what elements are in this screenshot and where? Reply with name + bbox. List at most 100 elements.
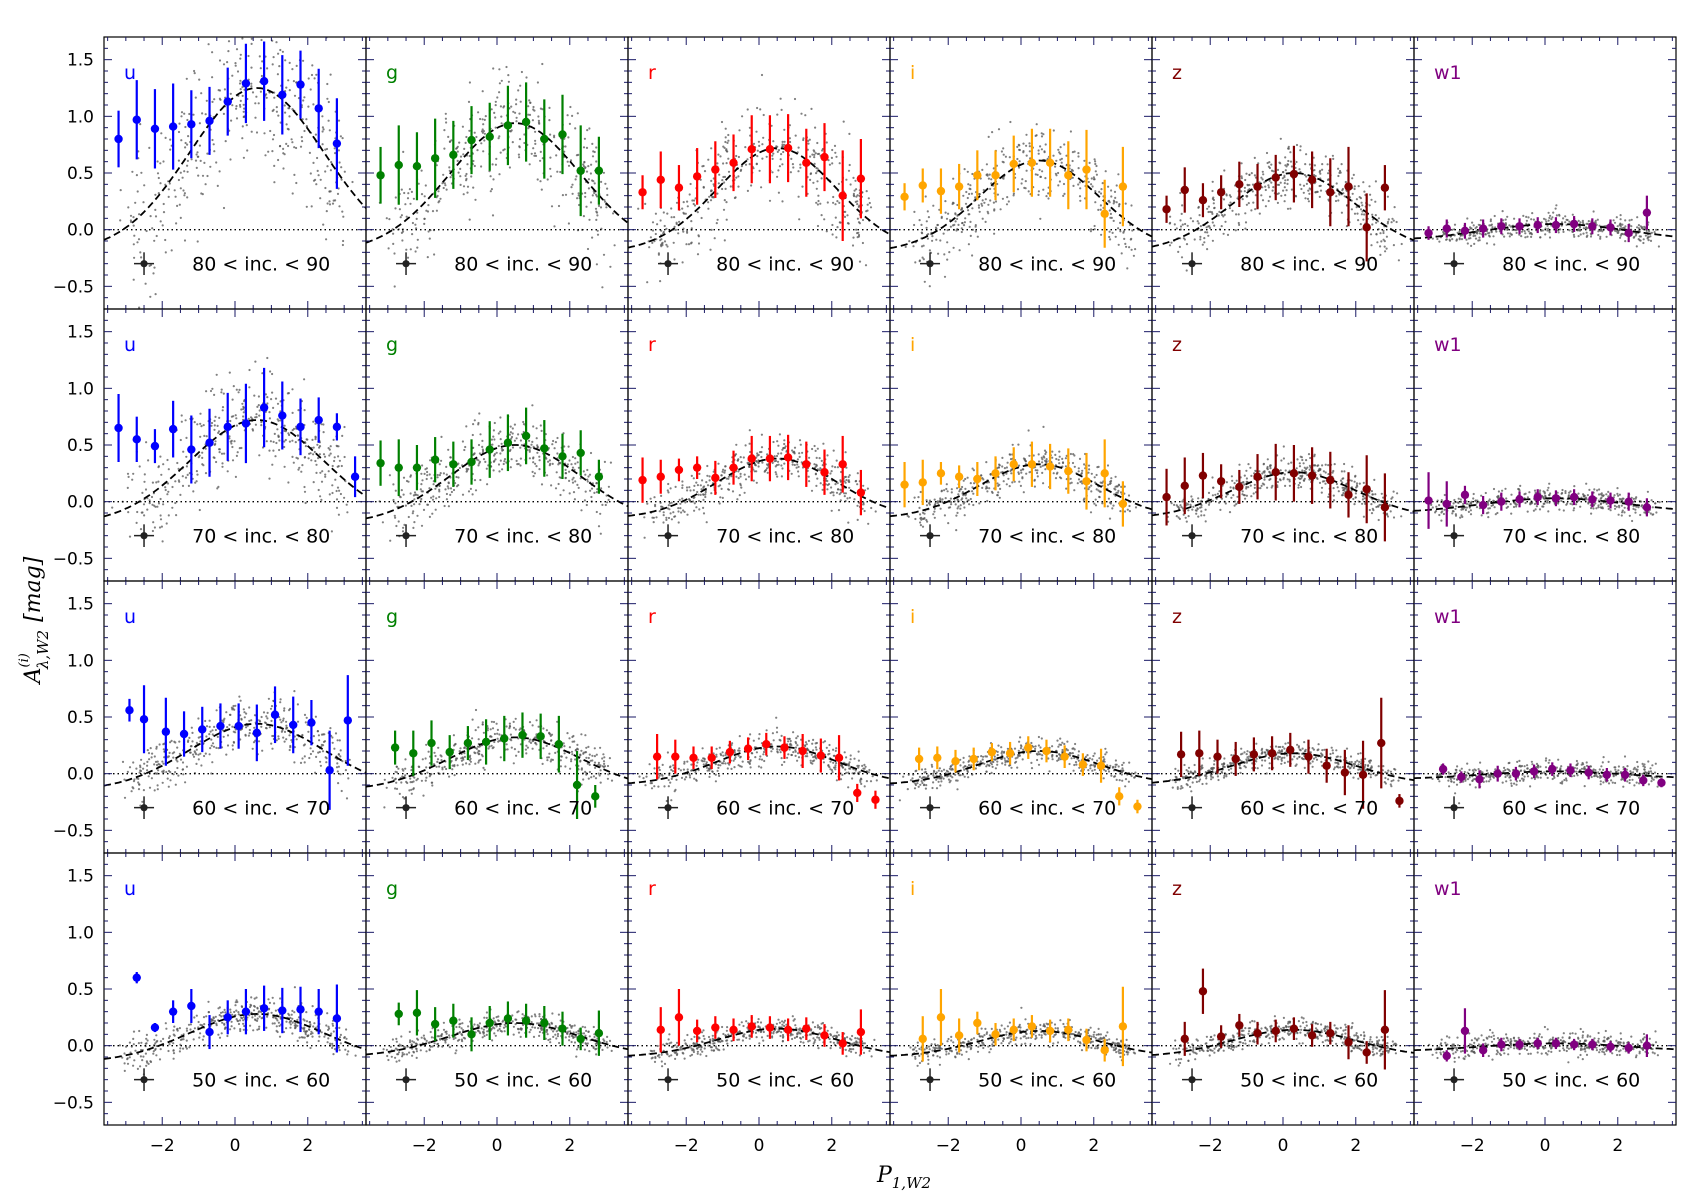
scatter-point xyxy=(1045,451,1048,454)
scatter-point xyxy=(1110,216,1113,219)
scatter-point xyxy=(912,245,915,248)
scatter-point xyxy=(288,61,291,64)
binned-point xyxy=(150,441,160,451)
scatter-point xyxy=(1094,201,1097,204)
scatter-point xyxy=(1108,201,1111,204)
scatter-point xyxy=(997,128,1001,131)
scatter-point xyxy=(549,156,552,159)
scatter-point xyxy=(953,223,956,226)
scatter-point xyxy=(844,451,847,454)
scatter-point xyxy=(411,221,414,225)
scatter-point xyxy=(981,199,984,202)
scatter-point xyxy=(807,139,810,142)
scatter-point xyxy=(285,142,288,145)
scatter-point xyxy=(1276,201,1279,204)
scatter-point xyxy=(1054,453,1057,456)
scatter-point xyxy=(835,236,838,239)
scatter-point xyxy=(509,425,512,428)
scatter-point xyxy=(438,495,441,499)
scatter-point xyxy=(1055,174,1058,177)
scatter-point xyxy=(666,245,669,248)
scatter-point xyxy=(1180,212,1183,215)
scatter-point xyxy=(926,210,929,213)
scatter-point xyxy=(183,194,186,197)
scatter-point xyxy=(791,163,795,166)
scatter-point xyxy=(339,492,342,496)
scatter-point xyxy=(519,446,522,449)
scatter-point xyxy=(507,74,510,77)
scatter-point xyxy=(314,459,317,463)
scatter-point xyxy=(606,187,609,190)
scatter-point xyxy=(966,476,969,479)
scatter-point xyxy=(241,86,244,89)
scatter-point xyxy=(494,104,497,107)
scatter-point xyxy=(748,465,751,468)
scatter-point xyxy=(607,485,611,488)
scatter-point xyxy=(470,175,473,178)
scatter-point xyxy=(174,480,177,483)
scatter-point xyxy=(268,477,271,480)
scatter-point xyxy=(1525,219,1528,222)
scatter-point xyxy=(184,419,187,422)
scatter-point xyxy=(566,160,569,163)
scatter-point xyxy=(532,105,535,109)
scatter-point xyxy=(1286,207,1290,210)
scatter-point xyxy=(301,464,304,467)
scatter-point xyxy=(1353,212,1357,215)
scatter-point xyxy=(447,505,450,508)
scatter-point xyxy=(601,286,604,289)
scatter-point xyxy=(1353,185,1356,188)
scatter-point xyxy=(813,463,816,466)
scatter-point xyxy=(797,470,800,473)
scatter-point xyxy=(1211,221,1214,224)
scatter-point xyxy=(815,187,818,190)
scatter-point xyxy=(1248,173,1251,176)
scatter-point xyxy=(1488,231,1491,234)
scatter-point xyxy=(731,490,735,493)
scatter-point xyxy=(243,107,246,110)
scatter-point xyxy=(213,393,216,396)
scatter-point xyxy=(931,235,934,238)
scatter-point xyxy=(1355,198,1358,201)
scatter-point xyxy=(980,202,983,205)
scatter-point xyxy=(1316,190,1319,193)
scatter-point xyxy=(306,438,309,441)
scatter-point xyxy=(693,199,696,202)
scatter-point xyxy=(969,482,972,485)
scatter-point xyxy=(498,173,501,176)
scatter-point xyxy=(157,480,160,483)
scatter-point xyxy=(716,192,719,195)
scatter-point xyxy=(1630,225,1633,228)
scatter-point xyxy=(343,496,346,499)
scatter-point xyxy=(1460,238,1464,241)
scatter-point xyxy=(279,400,282,403)
scatter-point xyxy=(798,439,802,442)
scatter-point xyxy=(203,161,206,164)
scatter-point xyxy=(987,203,990,206)
binned-point xyxy=(638,475,647,485)
scatter-point xyxy=(321,126,324,129)
scatter-point xyxy=(1094,170,1097,173)
scatter-point xyxy=(515,459,518,462)
scatter-point xyxy=(913,496,916,499)
scatter-point xyxy=(1119,221,1122,224)
scatter-point xyxy=(388,218,391,221)
scatter-point xyxy=(310,73,314,77)
scatter-point xyxy=(969,497,972,501)
scatter-point xyxy=(682,230,685,233)
scatter-point xyxy=(1335,182,1338,185)
scatter-point xyxy=(227,50,230,53)
scatter-point xyxy=(563,150,566,153)
scatter-point xyxy=(702,506,705,509)
scatter-point xyxy=(582,163,585,166)
scatter-point xyxy=(292,461,295,464)
scatter-point xyxy=(969,188,972,191)
scatter-point xyxy=(1023,186,1026,189)
scatter-point xyxy=(312,420,315,423)
scatter-point xyxy=(862,503,865,506)
scatter-point xyxy=(277,435,280,438)
scatter-point xyxy=(1099,204,1102,207)
scatter-point xyxy=(1289,207,1292,210)
scatter-point xyxy=(1047,192,1050,195)
scatter-point xyxy=(819,467,822,470)
